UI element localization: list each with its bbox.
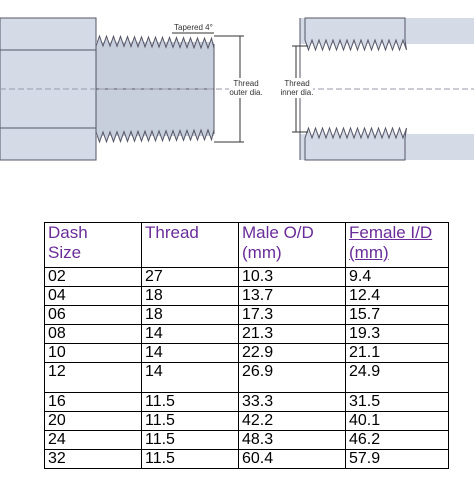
table-cell: 02 xyxy=(44,267,142,287)
table-cell: 13.7 xyxy=(238,286,346,306)
table-cell: 14 xyxy=(141,343,239,363)
header-cell: Female I/D (mm) xyxy=(345,222,449,268)
table-cell: 60.4 xyxy=(238,449,346,469)
table-cell: 14 xyxy=(141,324,239,344)
table-cell: 11.5 xyxy=(141,392,239,412)
table-cell: 33.3 xyxy=(238,392,346,412)
table-cell: 42.2 xyxy=(238,411,346,431)
table-cell: 11.5 xyxy=(141,411,239,431)
table-row: 08 14 21.3 19.3 xyxy=(44,324,449,344)
table-cell: 12 xyxy=(44,362,142,393)
table-cell: 15.7 xyxy=(345,305,449,325)
inner-label: inner dia. xyxy=(281,88,314,97)
table-cell: 12.4 xyxy=(345,286,449,306)
outer-label: Thread xyxy=(233,79,258,88)
table-cell: 04 xyxy=(44,286,142,306)
inner-label: Thread xyxy=(284,79,309,88)
table-cell: 27 xyxy=(141,267,239,287)
table-row: 10 14 22.9 21.1 xyxy=(44,343,449,363)
table-cell: 06 xyxy=(44,305,142,325)
table-row: 24 11.5 48.3 46.2 xyxy=(44,430,449,450)
female-thread-top xyxy=(304,17,407,52)
table-cell: 19.3 xyxy=(345,324,449,344)
table-cell: 16 xyxy=(44,392,142,412)
header-text: Dash xyxy=(48,223,88,242)
female-thread-bottom xyxy=(304,126,407,161)
table-cell: 10 xyxy=(44,343,142,363)
table-cell: 11.5 xyxy=(141,430,239,450)
table-cell: 9.4 xyxy=(345,267,449,287)
table-row: 32 11.5 60.4 57.9 xyxy=(44,449,449,469)
header-cell: Dash Size xyxy=(44,222,142,268)
table-cell: 26.9 xyxy=(238,362,346,393)
outer-label: outer dia. xyxy=(229,88,262,97)
table-cell: 48.3 xyxy=(238,430,346,450)
header-cell: Male O/D (mm) xyxy=(238,222,346,268)
header-text: Thread xyxy=(145,223,199,242)
table-cell: 57.9 xyxy=(345,449,449,469)
table-row: 16 11.5 33.3 31.5 xyxy=(44,392,449,412)
table-row: 20 11.5 42.2 40.1 xyxy=(44,411,449,431)
table-cell: 18 xyxy=(141,286,239,306)
male-thread-top xyxy=(95,34,215,90)
male-thread-bottom xyxy=(95,88,215,144)
table-cell: 24.9 xyxy=(345,362,449,393)
thread-diagram: Tapered 4° Thread outer dia. Thread inne… xyxy=(0,17,474,161)
table-row: 02 27 10.3 9.4 xyxy=(44,267,449,287)
table-cell: 31.5 xyxy=(345,392,449,412)
header-text: (mm) xyxy=(242,243,282,262)
table-cell: 46.2 xyxy=(345,430,449,450)
table-cell: 21.3 xyxy=(238,324,346,344)
table-cell: 08 xyxy=(44,324,142,344)
header-row: Dash Size Thread Male O/D (mm) Female I/D (mm) xyxy=(44,222,449,268)
header-text: Female I/D xyxy=(349,223,433,242)
table-cell: 10.3 xyxy=(238,267,346,287)
table-cell: 17.3 xyxy=(238,305,346,325)
table-cell: 22.9 xyxy=(238,343,346,363)
label-bg xyxy=(229,78,263,98)
table-cell: 40.1 xyxy=(345,411,449,431)
table-cell: 24 xyxy=(44,430,142,450)
table-cell: 11.5 xyxy=(141,449,239,469)
table-row: 12 14 26.9 24.9 xyxy=(44,362,449,393)
label-bg xyxy=(281,78,313,98)
table-cell: 21.1 xyxy=(345,343,449,363)
thread-table: Dash Size Thread Male O/D (mm) Female I/D (mm)… xyxy=(44,222,449,469)
table-cell: 14 xyxy=(141,362,239,393)
table-cell: 32 xyxy=(44,449,142,469)
taper-label: Tapered 4° xyxy=(174,23,213,32)
table-row: 06 18 17.3 15.7 xyxy=(44,305,449,325)
header-text: (mm) xyxy=(349,243,389,262)
header-cell: Thread xyxy=(141,222,239,268)
table-row: 04 18 13.7 12.4 xyxy=(44,286,449,306)
header-text: Size xyxy=(48,243,82,262)
table-cell: 20 xyxy=(44,411,142,431)
table-cell: 18 xyxy=(141,305,239,325)
header-text: Male O/D xyxy=(242,223,314,242)
